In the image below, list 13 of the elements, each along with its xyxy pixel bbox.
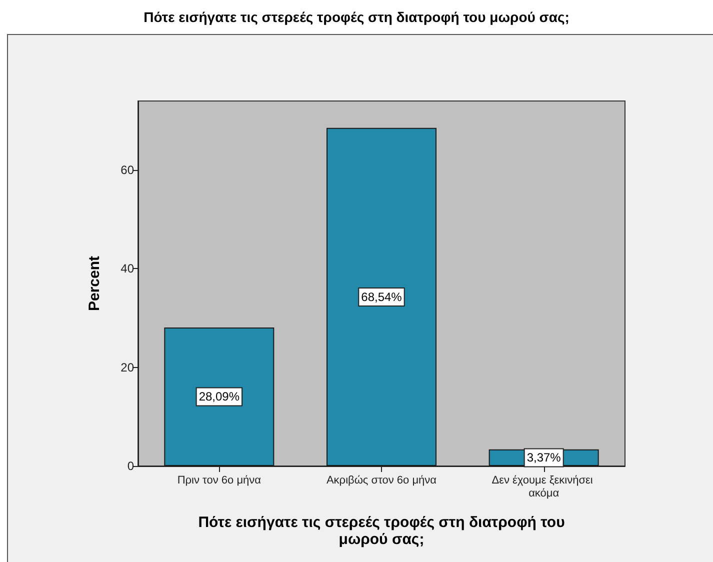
y-tick-label: 60 [120,163,134,178]
chart-title: Πότε εισήγατε τις στερεές τροφές στη διατροφή του μωρού σας; [142,9,570,25]
x-tick-label: Πριν τον 6ο μήνα [177,474,262,486]
x-tick-label: Ακριβώς στον 6ο μήνα [326,474,438,486]
x-axis-title: Πότε εισήγατε τις στερεές τροφές στη διατροφή του μωρού σας; [197,514,566,548]
data-label: 28,09% [198,390,240,404]
data-label: 68,54% [361,290,402,304]
y-axis-title: Percent [86,256,103,312]
y-tick-label: 40 [120,262,134,276]
x-tick-label: Δεν έχουμε ξεκινήσει ακόμα [492,474,596,500]
y-tick-label: 0 [127,459,134,473]
data-label: 3,37% [526,450,562,465]
y-tick-label: 20 [120,360,134,374]
